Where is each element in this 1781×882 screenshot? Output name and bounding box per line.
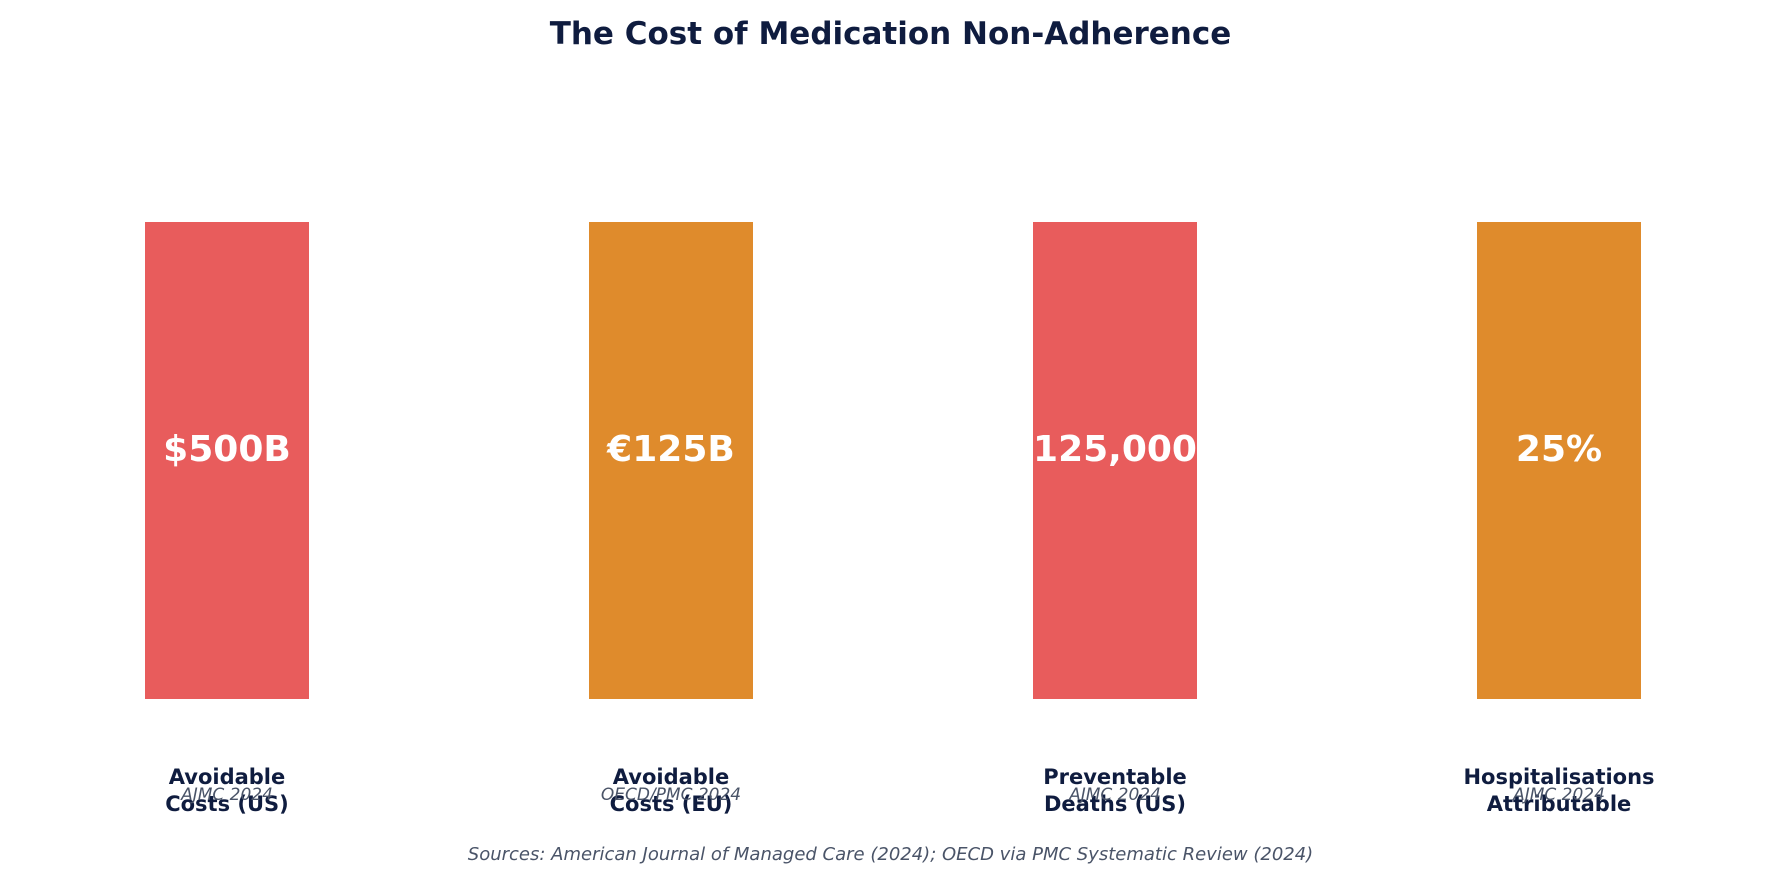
stat-value-1: $500B <box>163 429 291 470</box>
stat-bar-2 <box>589 222 753 699</box>
stat-value-2: €125B <box>607 429 735 470</box>
stat-label-1: Avoidable Costs (US) <box>165 765 289 816</box>
stat-value-4: 25% <box>1515 429 1603 470</box>
stat-source-3: AJMC 2024 <box>1069 785 1161 805</box>
stat-value-3: 125,000 <box>1033 429 1197 470</box>
sources-footnote: Sources: American Journal of Managed Car… <box>467 844 1314 865</box>
stat-bar-3 <box>1033 222 1197 699</box>
stat-label-4: Hospitalisations Attributable <box>1463 765 1655 816</box>
stat-bar-1 <box>145 222 309 699</box>
stat-label-3: Preventable Deaths (US) <box>1043 765 1187 816</box>
stat-source-2: OECD/PMC 2024 <box>600 785 742 805</box>
chart-title: The Cost of Medication Non-Adherence <box>549 16 1232 52</box>
stat-source-1: AJMC 2024 <box>181 785 273 805</box>
stat-label-2: Avoidable Costs (EU) <box>609 765 733 816</box>
stat-source-4: AJMC 2024 <box>1513 785 1605 805</box>
stat-bar-4 <box>1477 222 1641 699</box>
